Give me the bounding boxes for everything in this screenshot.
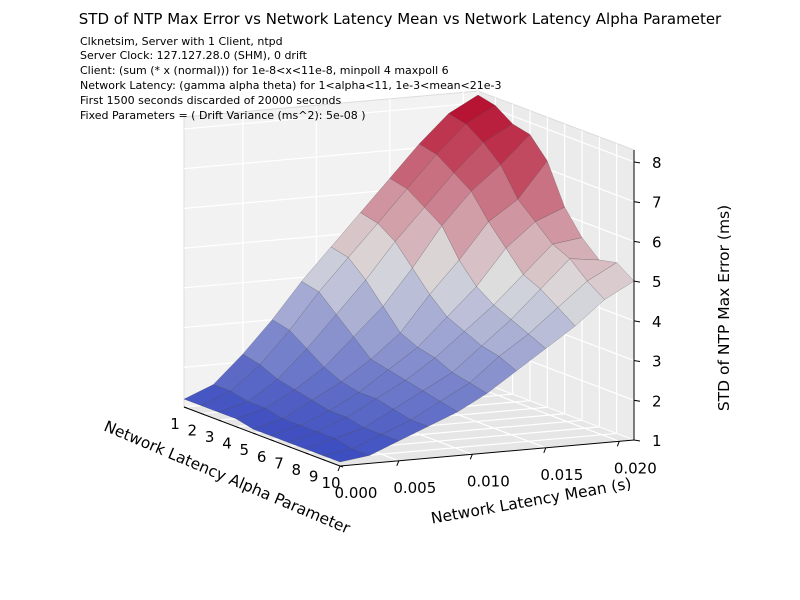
- z-tick-label: 7: [652, 194, 662, 212]
- tick-labels: 1 2 3 4 5 6 7 8 9 100.000 0.005 0.010 0.015 0.0201234…: [170, 154, 661, 502]
- x-tick-mark: [270, 439, 274, 442]
- annotation-line: Fixed Parameters = ( Drift Variance (ms^…: [80, 109, 365, 122]
- z-tick-label: 8: [652, 154, 662, 172]
- x-tick-mark: [201, 413, 205, 416]
- z-tick-mark: [633, 399, 641, 402]
- z-axis-label: STD of NTP Max Error (ms): [715, 205, 733, 411]
- x-tick-label: 1: [170, 415, 180, 433]
- y-tick-label: 0.000: [335, 484, 378, 502]
- x-axis-line: [183, 406, 341, 467]
- x-tick-label: 9: [309, 467, 319, 485]
- x-tick-mark: [253, 432, 257, 435]
- grid-line: [463, 381, 620, 442]
- annotation-line: Clknetsim, Server with 1 Client, ntpd: [80, 35, 283, 48]
- x-tick-label: 3: [205, 428, 215, 446]
- z-tick-label: 1: [652, 432, 662, 450]
- x-tick-label: 6: [257, 448, 267, 466]
- y-tick-mark: [543, 447, 547, 453]
- grid-line: [477, 102, 635, 163]
- annotation-line: Client: (sum (* x (normal))) for 1e-8<x<…: [80, 64, 449, 77]
- z-tick-mark: [633, 439, 641, 442]
- y-tick-mark: [469, 454, 473, 460]
- y-axis-label: Network Latency Mean (s): [430, 475, 633, 528]
- x-tick-label: 10: [321, 474, 340, 492]
- y-tick-label: 0.020: [614, 459, 657, 477]
- x-tick-mark: [287, 445, 292, 448]
- x-tick-mark: [339, 465, 344, 468]
- z-tick-mark: [633, 161, 641, 164]
- x-tick-mark: [218, 419, 222, 422]
- z-tick-label: 5: [652, 273, 662, 291]
- annotation-line: Server Clock: 127.127.28.0 (SHM), 0 drif…: [80, 49, 308, 62]
- x-tick-mark: [183, 406, 188, 409]
- z-tick-label: 3: [652, 353, 662, 371]
- y-tick-mark: [396, 460, 400, 466]
- surface-mesh: [183, 94, 635, 463]
- grid-line: [183, 102, 479, 130]
- z-tick-mark: [633, 240, 641, 243]
- x-tick-mark: [235, 426, 240, 429]
- y-tick-label: 0.015: [540, 466, 583, 484]
- grid-line: [322, 432, 617, 461]
- z-tick-mark: [633, 360, 641, 363]
- annotation-block: Clknetsim, Server with 1 Client, ntpd Se…: [80, 35, 502, 122]
- z-tick-label: 2: [652, 392, 662, 410]
- x-tick-mark: [322, 458, 326, 461]
- y-tick-label: 0.005: [393, 479, 436, 497]
- y-tick-mark: [616, 441, 620, 447]
- surface-facet: [322, 448, 371, 463]
- z-tick-label: 4: [652, 313, 662, 331]
- z-tick-label: 6: [652, 233, 662, 251]
- z-tick-mark: [633, 280, 641, 283]
- grid-line: [477, 380, 635, 441]
- x-tick-label: 7: [274, 454, 284, 472]
- x-tick-label: 4: [222, 435, 232, 453]
- y-tick-label: 0.010: [467, 472, 510, 490]
- z-tick-mark: [633, 201, 641, 204]
- x-tick-mark: [305, 452, 309, 455]
- x-tick-label: 5: [240, 441, 250, 459]
- chart-title: STD of NTP Max Error vs Network Latency …: [79, 10, 722, 28]
- axis-lines: [183, 150, 641, 472]
- annotation-line: First 1500 seconds discarded of 20000 se…: [80, 94, 342, 107]
- x-tick-label: 2: [188, 422, 198, 440]
- z-tick-mark: [633, 320, 641, 323]
- y-tick-mark: [337, 465, 341, 472]
- x-tick-label: 8: [292, 461, 302, 479]
- annotation-line: Network Latency: (gamma alpha theta) for…: [80, 79, 502, 92]
- y-axis-line: [339, 439, 635, 467]
